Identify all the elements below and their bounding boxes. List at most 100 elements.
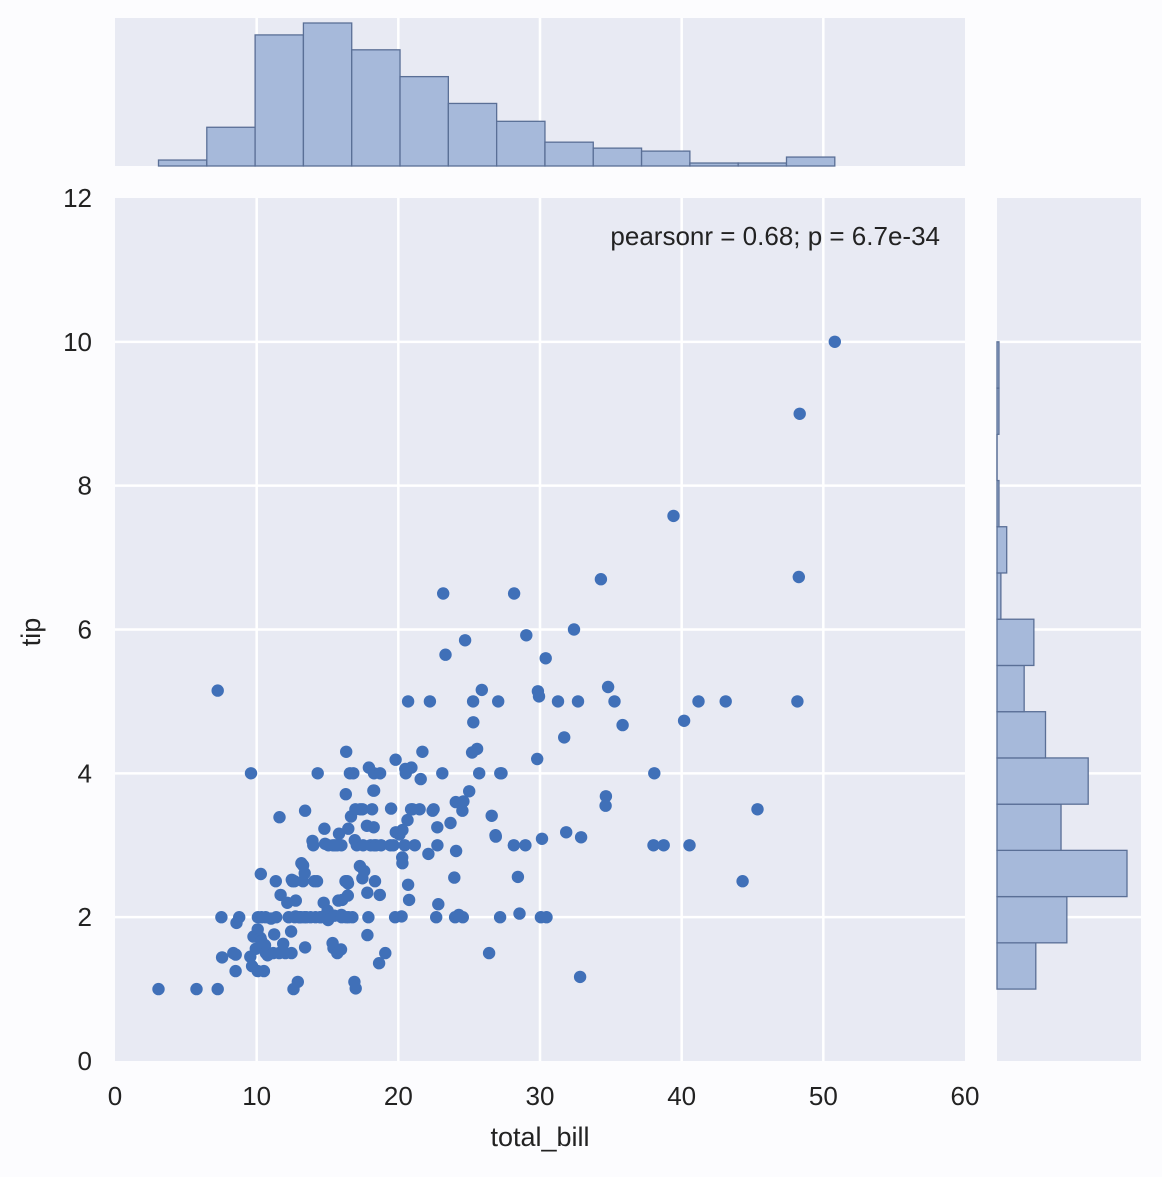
marginal-x-histogram bbox=[115, 18, 965, 167]
scatter-point bbox=[277, 937, 290, 950]
scatter-point bbox=[423, 695, 437, 708]
scatter-point bbox=[473, 767, 486, 780]
scatter-point bbox=[339, 788, 352, 801]
histogram-bar bbox=[254, 34, 305, 167]
scatter-point bbox=[356, 803, 369, 816]
scatter-point bbox=[719, 695, 732, 708]
x-tick-label: 10 bbox=[242, 1081, 271, 1111]
scatter-point bbox=[436, 767, 449, 780]
scatter-point bbox=[736, 875, 749, 888]
scatter-point bbox=[401, 813, 414, 827]
scatter-point bbox=[431, 821, 444, 834]
scatter-point bbox=[431, 839, 444, 852]
scatter-point bbox=[332, 827, 346, 840]
histogram-bar bbox=[996, 572, 1002, 620]
scatter-point bbox=[341, 877, 355, 890]
y-tick-label: 4 bbox=[78, 758, 92, 788]
scatter-point bbox=[519, 839, 532, 852]
scatter-point bbox=[513, 907, 526, 920]
histogram-bar bbox=[495, 120, 546, 167]
scatter-point bbox=[414, 772, 427, 786]
x-tick-label: 40 bbox=[667, 1081, 696, 1111]
scatter-point bbox=[298, 804, 312, 817]
scatter-point bbox=[470, 742, 484, 756]
scatter-point bbox=[567, 623, 581, 636]
x-axis-label: total_bill bbox=[490, 1122, 589, 1152]
histogram-bar bbox=[996, 618, 1035, 667]
scatter-point bbox=[408, 839, 421, 852]
x-tick-label: 0 bbox=[108, 1081, 122, 1111]
scatter-point bbox=[422, 847, 435, 861]
scatter-point bbox=[448, 871, 461, 884]
scatter-point bbox=[485, 809, 498, 822]
scatter-point bbox=[683, 839, 696, 852]
histogram-bar bbox=[996, 387, 1000, 435]
y-tick-label: 6 bbox=[78, 615, 92, 645]
histogram-bar bbox=[351, 49, 401, 167]
scatter-point bbox=[291, 975, 304, 989]
scatter-point bbox=[467, 716, 480, 729]
scatter-point bbox=[310, 875, 324, 888]
histogram-bar bbox=[996, 711, 1047, 759]
scatter-point bbox=[268, 928, 281, 941]
scatter-point bbox=[396, 823, 409, 837]
histogram-bar bbox=[996, 757, 1089, 805]
scatter-point bbox=[574, 831, 588, 844]
scatter-point bbox=[540, 911, 553, 924]
scatter-point bbox=[373, 888, 386, 902]
scatter-point bbox=[482, 946, 496, 960]
scatter-point bbox=[492, 695, 505, 708]
y-tick-label: 0 bbox=[78, 1046, 92, 1076]
x-tick-label: 50 bbox=[809, 1081, 838, 1111]
x-tick-label: 60 bbox=[951, 1081, 980, 1111]
scatter-point bbox=[244, 767, 258, 780]
scatter-point bbox=[648, 767, 661, 780]
joint-scatter-axes bbox=[115, 198, 965, 1061]
histogram-bar bbox=[592, 147, 643, 167]
x-tick-label: 20 bbox=[384, 1081, 413, 1111]
scatter-point bbox=[284, 925, 298, 938]
scatter-point bbox=[520, 629, 533, 642]
scatter-point bbox=[413, 803, 426, 816]
scatter-point bbox=[273, 811, 286, 824]
scatter-point bbox=[475, 683, 488, 697]
scatter-point bbox=[793, 407, 806, 420]
scatter-point bbox=[405, 761, 418, 774]
scatter-point bbox=[594, 573, 608, 586]
histogram-bar bbox=[544, 141, 594, 167]
scatter-point bbox=[599, 799, 612, 812]
scatter-point bbox=[560, 826, 573, 839]
scatter-point bbox=[791, 695, 804, 708]
scatter-point bbox=[466, 695, 480, 708]
scatter-point bbox=[229, 964, 242, 978]
scatter-point bbox=[254, 867, 267, 881]
scatter-point bbox=[335, 839, 348, 852]
scatter-point bbox=[828, 335, 841, 348]
scatter-point bbox=[677, 714, 691, 727]
scatter-point bbox=[368, 875, 382, 888]
scatter-point bbox=[215, 911, 228, 924]
scatter-point bbox=[427, 803, 440, 816]
scatter-point bbox=[367, 821, 380, 834]
y-tick-label: 12 bbox=[63, 183, 92, 213]
scatter-point bbox=[270, 911, 283, 924]
scatter-point bbox=[358, 864, 371, 878]
scatter-point bbox=[511, 870, 525, 884]
scatter-point bbox=[365, 803, 379, 816]
scatter-point bbox=[361, 928, 374, 942]
scatter-point bbox=[493, 911, 507, 924]
histogram-bar bbox=[737, 162, 788, 167]
scatter-point bbox=[616, 718, 629, 732]
scatter-point bbox=[692, 695, 705, 708]
scatter-point bbox=[558, 731, 571, 744]
scatter-point bbox=[398, 839, 411, 852]
scatter-point bbox=[551, 695, 565, 708]
scatter-point bbox=[792, 570, 805, 584]
scatter-point bbox=[495, 767, 508, 780]
scatter-point bbox=[334, 943, 348, 956]
scatter-point bbox=[539, 652, 552, 665]
y-tick-label: 2 bbox=[78, 902, 92, 932]
scatter-point bbox=[608, 695, 621, 708]
